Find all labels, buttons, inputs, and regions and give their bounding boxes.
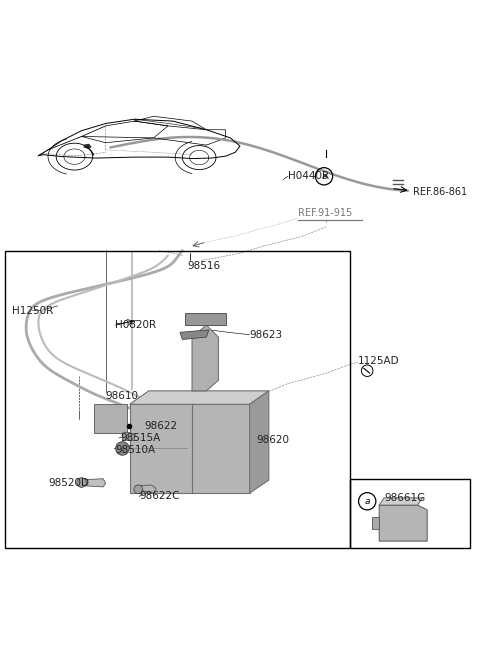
Polygon shape — [185, 313, 226, 325]
Text: 98610: 98610 — [106, 391, 139, 401]
Polygon shape — [94, 404, 127, 433]
Text: a: a — [321, 172, 327, 181]
Text: 98520D: 98520D — [48, 479, 89, 489]
Text: 98623: 98623 — [250, 329, 283, 340]
Polygon shape — [379, 505, 427, 541]
Polygon shape — [84, 144, 91, 149]
Text: REF.91-915: REF.91-915 — [298, 208, 352, 218]
Text: REF.86-861: REF.86-861 — [413, 187, 467, 197]
Text: 98510A: 98510A — [115, 445, 156, 455]
Polygon shape — [180, 330, 209, 339]
Text: 98620: 98620 — [257, 436, 290, 445]
Text: H0440R: H0440R — [288, 172, 329, 181]
Circle shape — [77, 477, 86, 487]
Text: 98516: 98516 — [187, 261, 220, 271]
Text: H0820R: H0820R — [115, 320, 156, 330]
Circle shape — [134, 485, 143, 494]
Text: a: a — [364, 496, 370, 506]
Text: H1250R: H1250R — [12, 306, 53, 316]
Text: 98622: 98622 — [144, 421, 177, 431]
Polygon shape — [192, 325, 218, 391]
Text: 98622C: 98622C — [139, 491, 180, 502]
Polygon shape — [122, 432, 134, 440]
Text: 98661G: 98661G — [384, 493, 425, 503]
Text: 1125AD: 1125AD — [358, 356, 399, 366]
Circle shape — [116, 441, 129, 455]
Polygon shape — [130, 404, 250, 493]
Polygon shape — [250, 391, 269, 493]
Polygon shape — [379, 498, 422, 505]
Text: 98515A: 98515A — [120, 433, 160, 443]
Bar — [5, 251, 350, 548]
Polygon shape — [130, 391, 269, 404]
Polygon shape — [85, 479, 106, 487]
Bar — [350, 479, 470, 548]
Polygon shape — [139, 485, 156, 493]
Polygon shape — [372, 517, 379, 529]
